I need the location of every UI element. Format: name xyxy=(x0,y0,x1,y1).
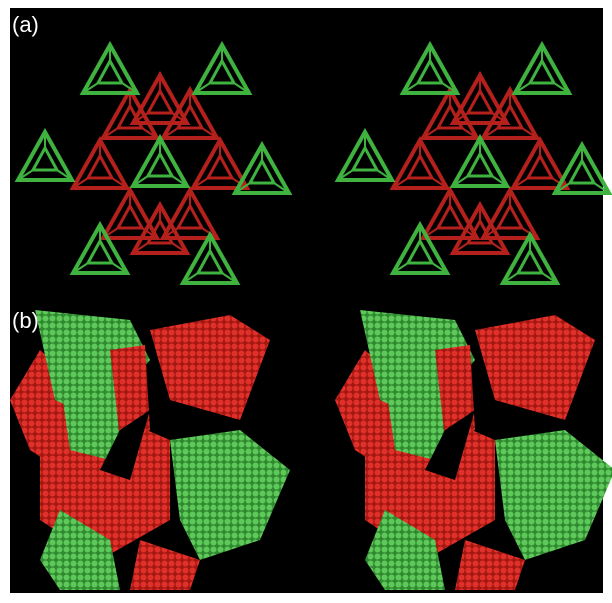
figure: (a) (b) xyxy=(0,0,612,603)
panel-label: (a) xyxy=(12,12,39,37)
panel-label: (b) xyxy=(12,308,39,333)
page: {"panels": [{"label": "(a)"}, {"label": … xyxy=(0,0,612,603)
